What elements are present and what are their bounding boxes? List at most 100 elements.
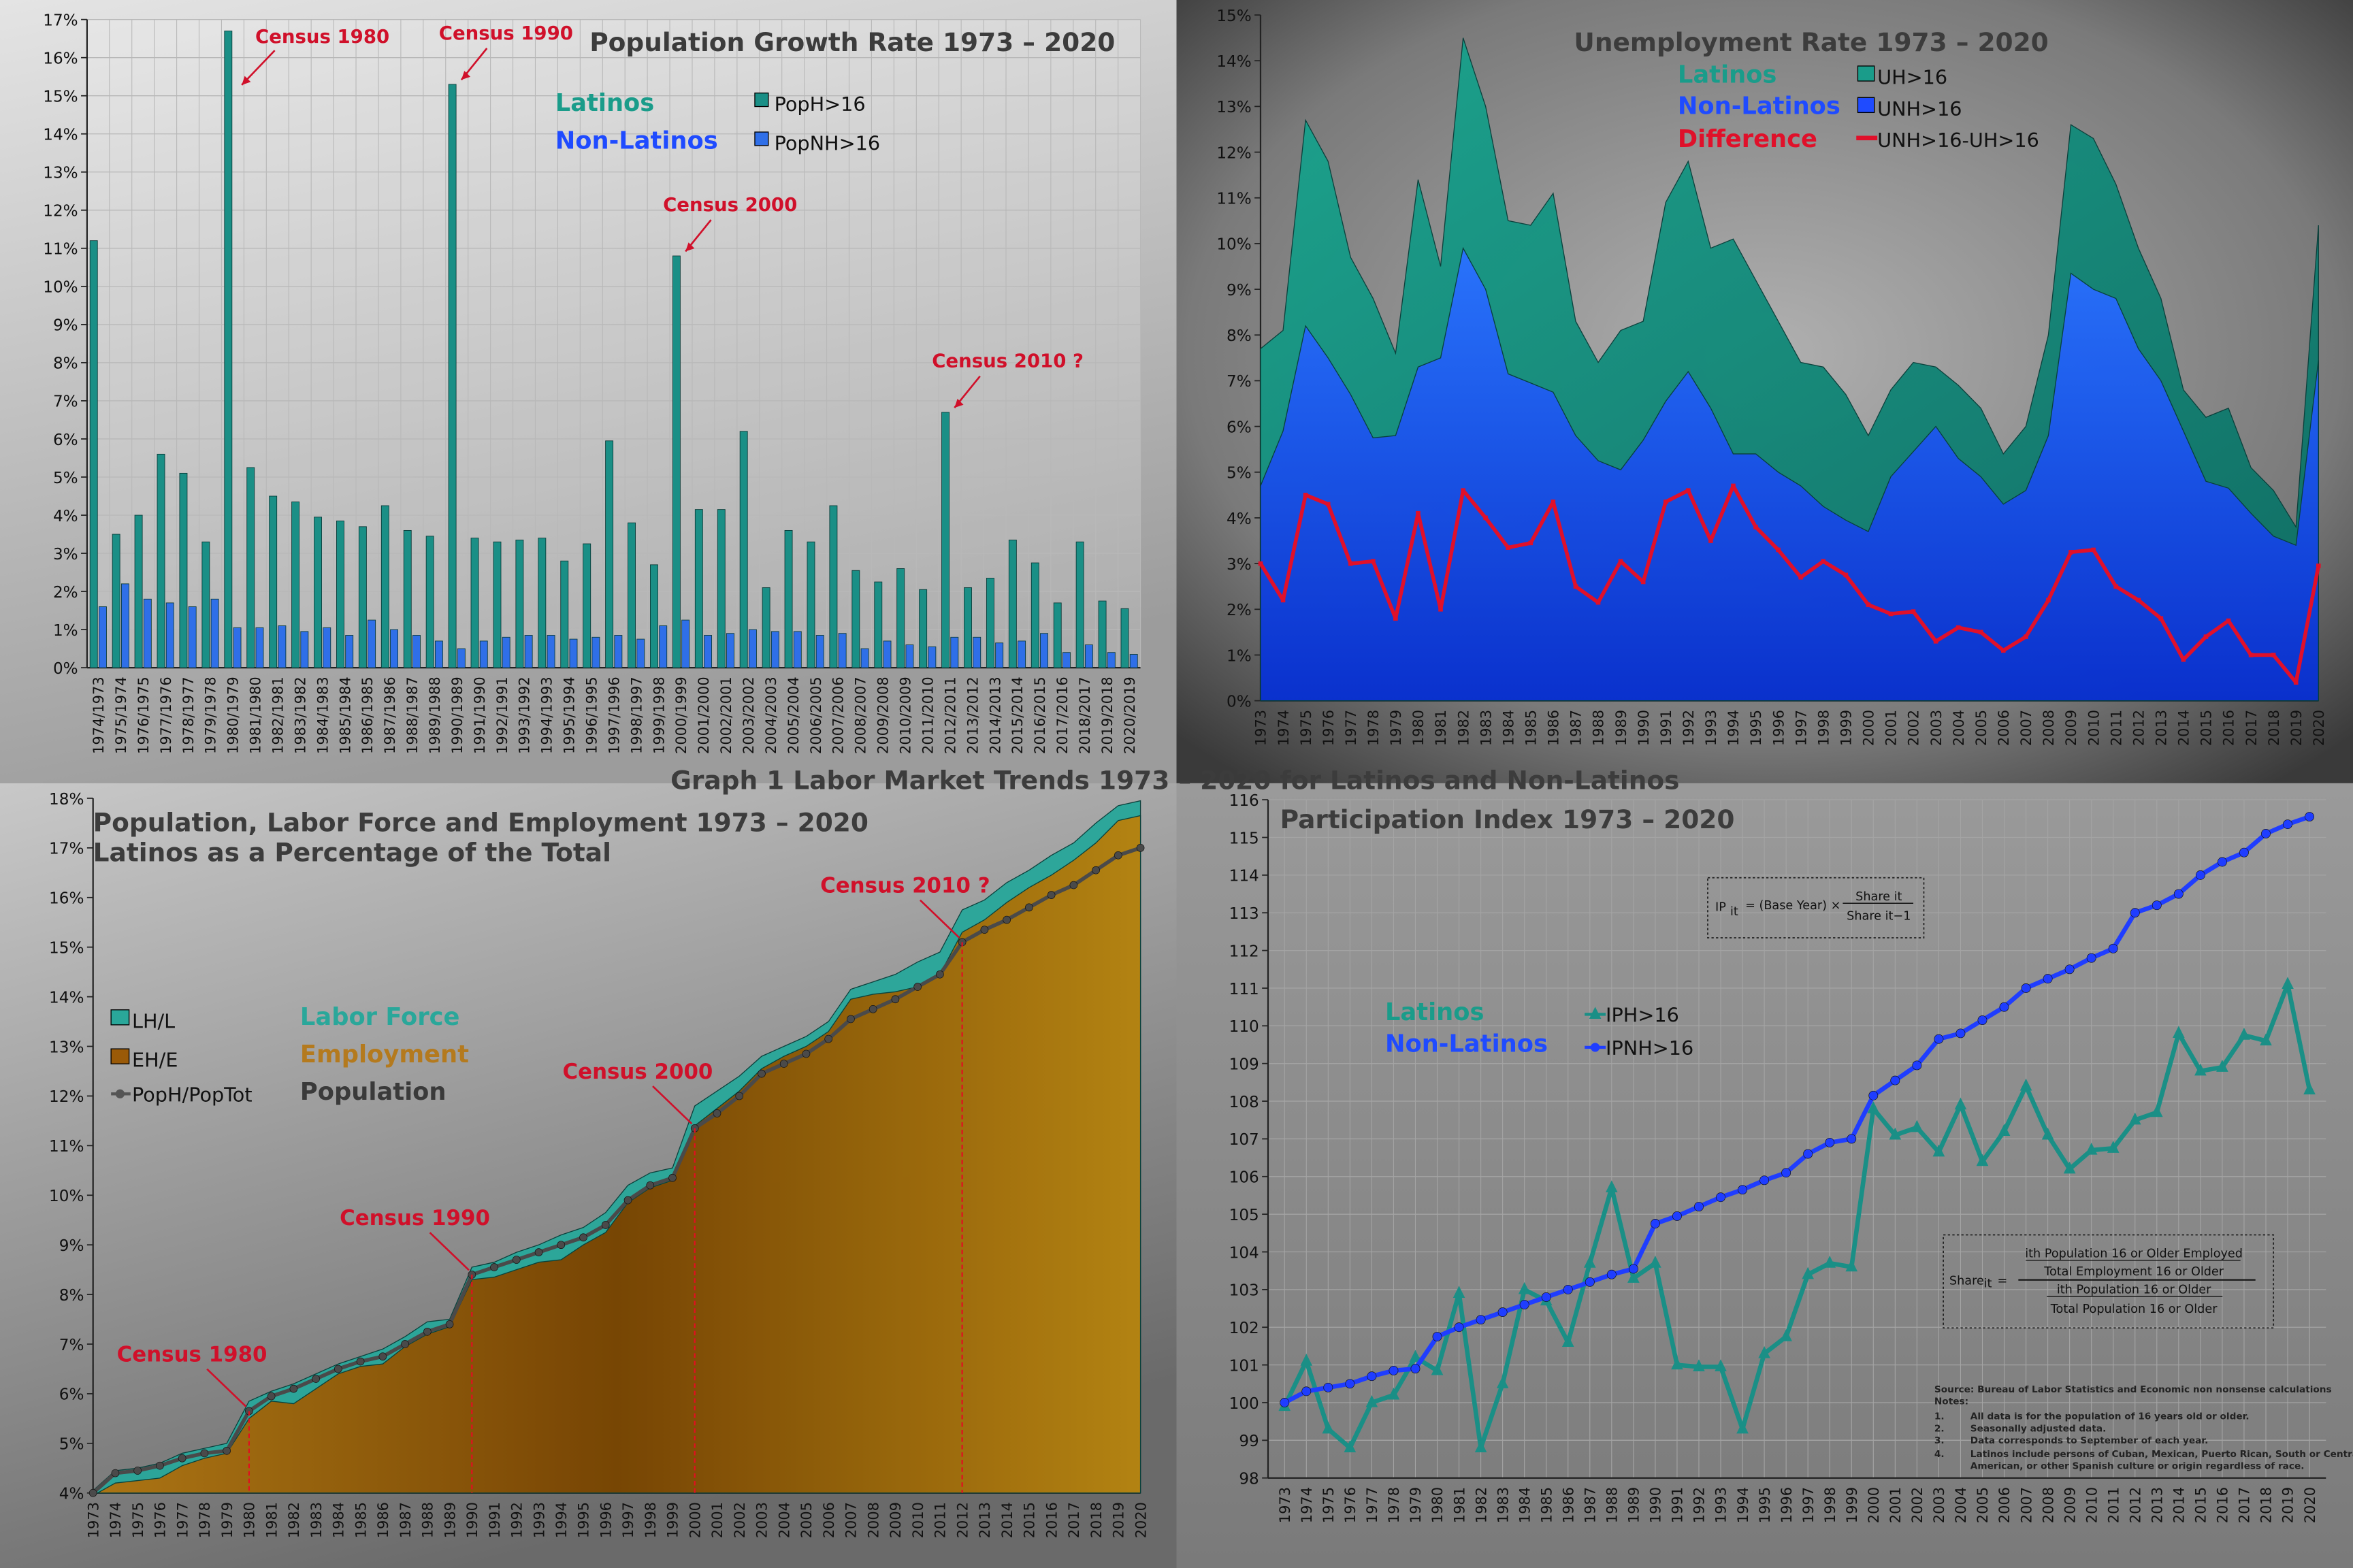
legend-latinos: Latinos bbox=[1678, 61, 1777, 88]
annotation-label: Census 1990 bbox=[439, 22, 573, 44]
x-tick-label: 1982 bbox=[1455, 710, 1472, 746]
bar-poph bbox=[224, 31, 233, 668]
bar-popnh bbox=[815, 635, 824, 668]
x-tick-label: 2016 bbox=[2215, 1487, 2231, 1523]
bar-popnh bbox=[99, 606, 107, 668]
data-point-triangle bbox=[1932, 1144, 1945, 1157]
data-point-triangle bbox=[1954, 1097, 1967, 1110]
y-tick-label: 4% bbox=[53, 508, 78, 525]
x-tick-label: 2019/2018 bbox=[1099, 676, 1116, 754]
data-point bbox=[2130, 908, 2140, 918]
y-tick-label: 5% bbox=[59, 1436, 84, 1454]
bar-poph bbox=[493, 541, 502, 668]
y-tick-label: 8% bbox=[1227, 327, 1252, 345]
data-point-triangle bbox=[1976, 1154, 1989, 1166]
x-tick-label: 1988 bbox=[420, 1502, 436, 1538]
y-tick-label: 3% bbox=[53, 546, 78, 564]
data-point-triangle bbox=[1322, 1421, 1335, 1434]
legend-ipnh: IPNH>16 bbox=[1606, 1036, 1693, 1060]
data-point bbox=[1528, 540, 1533, 546]
x-tick-label: 2011/2010 bbox=[920, 676, 936, 754]
y-tick-label: 14% bbox=[43, 127, 78, 144]
bar-poph bbox=[448, 84, 457, 668]
bar-popnh bbox=[793, 631, 802, 668]
x-tick-label: 1977 bbox=[1364, 1487, 1380, 1523]
x-tick-label: 1973 bbox=[85, 1502, 101, 1538]
x-tick-label: 2006 bbox=[1996, 1487, 2013, 1523]
bar-popnh bbox=[883, 640, 892, 668]
y-tick-label: 6% bbox=[53, 431, 78, 449]
x-tick-label: 2014 bbox=[2176, 710, 2192, 746]
data-point-triangle bbox=[1649, 1256, 1661, 1268]
bar-poph bbox=[762, 587, 770, 668]
x-tick-label: 1996 bbox=[1779, 1487, 1795, 1523]
x-tick-label: 2006 bbox=[1996, 710, 2012, 746]
y-tick-label: 15% bbox=[1216, 7, 1251, 25]
data-point bbox=[1348, 561, 1353, 566]
data-point bbox=[2136, 598, 2141, 603]
data-point bbox=[1438, 606, 1443, 612]
note-text: All data is for the population of 16 yea… bbox=[1970, 1411, 2250, 1422]
data-point bbox=[1280, 598, 1286, 603]
x-tick-label: 1991 bbox=[1658, 710, 1674, 746]
x-tick-label: 1999/1998 bbox=[651, 676, 667, 754]
y-tick-label: 13% bbox=[1216, 99, 1251, 116]
data-point-triangle bbox=[2041, 1127, 2054, 1140]
x-tick-label: 1984 bbox=[1516, 1487, 1533, 1523]
legend-lhl: LH/L bbox=[132, 1009, 175, 1032]
y-tick-label: 106 bbox=[1229, 1169, 1259, 1187]
bar-poph bbox=[538, 538, 547, 668]
data-point bbox=[1618, 559, 1623, 564]
y-tick-label: 8% bbox=[59, 1287, 84, 1305]
data-point bbox=[1628, 1264, 1638, 1274]
bar-poph bbox=[1008, 539, 1017, 668]
y-tick-label: 113 bbox=[1229, 905, 1259, 923]
x-tick-label: 2014 bbox=[2171, 1487, 2188, 1523]
data-point bbox=[401, 1340, 409, 1348]
x-tick-label: 1997/1996 bbox=[606, 676, 622, 754]
x-tick-label: 1976 bbox=[152, 1502, 169, 1538]
annotation-label: Census 2000 bbox=[563, 1060, 713, 1084]
data-point bbox=[2203, 634, 2209, 639]
bar-poph bbox=[1031, 562, 1039, 668]
data-point bbox=[1506, 545, 1511, 550]
y-tick-label: 12% bbox=[49, 1088, 84, 1106]
y-tick-label: 1% bbox=[53, 622, 78, 640]
bar-popnh bbox=[278, 625, 287, 668]
legend-poph: PopH>16 bbox=[775, 93, 866, 116]
x-tick-label: 1974 bbox=[1299, 1487, 1315, 1523]
data-point-triangle bbox=[2303, 1082, 2316, 1095]
x-tick-label: 2010/2009 bbox=[898, 676, 914, 754]
x-tick-label: 1987 bbox=[1582, 1487, 1598, 1523]
bar-popnh bbox=[143, 598, 152, 668]
x-tick-label: 2000 bbox=[687, 1502, 703, 1538]
label-labor-force: Labor Force bbox=[300, 1003, 460, 1031]
x-tick-label: 2019 bbox=[2280, 1487, 2297, 1523]
data-point bbox=[1933, 639, 1938, 644]
bar-popnh bbox=[569, 638, 578, 668]
data-point bbox=[623, 1196, 632, 1205]
data-point bbox=[267, 1392, 276, 1401]
x-tick-label: 2016/2015 bbox=[1032, 676, 1048, 754]
x-tick-label: 1983 bbox=[1495, 1487, 1511, 1523]
x-tick-label: 1988 bbox=[1604, 1487, 1621, 1523]
x-tick-label: 2015 bbox=[2193, 1487, 2209, 1523]
y-tick-label: 4% bbox=[1227, 510, 1252, 528]
data-point-triangle bbox=[2282, 977, 2294, 990]
bar-popnh bbox=[928, 646, 937, 668]
data-point bbox=[2173, 889, 2184, 899]
x-tick-label: 1975 bbox=[130, 1502, 146, 1538]
x-tick-label: 2015 bbox=[1022, 1502, 1038, 1538]
data-point-triangle bbox=[1998, 1124, 2011, 1136]
bar-popnh bbox=[614, 635, 623, 668]
x-tick-label: 1999 bbox=[665, 1502, 681, 1538]
data-point bbox=[2271, 653, 2276, 657]
x-tick-label: 1986 bbox=[1546, 710, 1562, 746]
annotation-label: Census 1990 bbox=[340, 1206, 490, 1230]
data-point bbox=[668, 1173, 677, 1182]
note-num: 3. bbox=[1934, 1435, 1945, 1446]
x-tick-label: 1974 bbox=[108, 1502, 124, 1538]
data-point bbox=[289, 1384, 298, 1393]
x-tick-label: 2011 bbox=[2105, 1487, 2122, 1523]
data-point bbox=[1483, 515, 1488, 521]
